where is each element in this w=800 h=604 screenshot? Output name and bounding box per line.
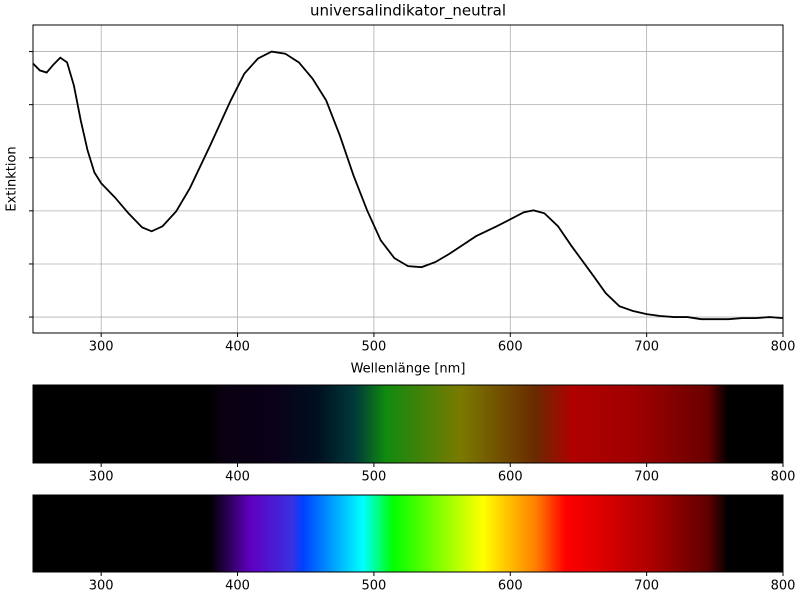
x-tick-label: 700	[634, 470, 659, 485]
chart-title: universalindikator_neutral	[310, 2, 506, 21]
x-tick-label: 800	[771, 579, 796, 594]
x-tick-label: 300	[89, 470, 114, 485]
x-tick-label: 500	[361, 579, 386, 594]
strip-frame	[32, 494, 784, 573]
y-axis-label: Extinktion	[5, 146, 20, 211]
x-axis-label: Wellenlänge [nm]	[351, 362, 466, 377]
x-tick-label: 400	[225, 340, 250, 355]
x-tick-label: 800	[771, 470, 796, 485]
x-tick-label: 400	[225, 470, 250, 485]
x-tick-label: 600	[498, 579, 523, 594]
x-tick-label: 700	[634, 579, 659, 594]
x-tick-label: 600	[498, 470, 523, 485]
spectrum-strip	[33, 495, 783, 572]
spectrum-strip	[33, 385, 783, 463]
x-tick-label: 800	[771, 340, 796, 355]
x-tick-label: 600	[498, 340, 523, 355]
x-tick-label: 500	[361, 470, 386, 485]
strip-frame	[32, 384, 784, 464]
x-tick-label: 300	[89, 579, 114, 594]
x-tick-label: 400	[225, 579, 250, 594]
x-tick-label: 300	[89, 340, 114, 355]
x-tick-label: 700	[634, 340, 659, 355]
data-line	[32, 50, 784, 321]
x-tick-label: 500	[361, 340, 386, 355]
plot-frame	[32, 24, 784, 334]
